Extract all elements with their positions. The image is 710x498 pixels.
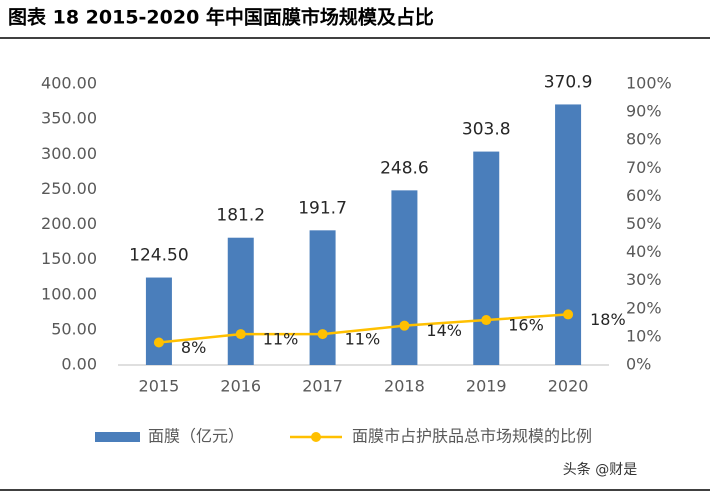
- line-value-label: 8%: [181, 338, 206, 357]
- bar-value-label: 191.7: [298, 198, 347, 218]
- legend-marker: [311, 432, 321, 442]
- line-value-label: 11%: [263, 330, 299, 349]
- x-tick-label: 2019: [466, 377, 507, 396]
- y2-tick-label: 30%: [626, 270, 662, 289]
- line-marker: [481, 315, 492, 326]
- y2-tick-label: 100%: [626, 74, 672, 93]
- y-tick-label: 250.00: [41, 179, 97, 198]
- x-tick-label: 2016: [220, 377, 261, 396]
- line-marker: [563, 309, 574, 320]
- bar-value-label: 370.9: [544, 72, 593, 92]
- bar: [555, 104, 582, 365]
- line-marker: [317, 329, 328, 340]
- legend-label: 面膜市占护肤品总市场规模的比例: [352, 427, 592, 446]
- x-tick-label: 2018: [384, 377, 425, 396]
- legend-label: 面膜（亿元）: [148, 427, 244, 446]
- y2-tick-label: 50%: [626, 214, 662, 233]
- bar-value-label: 248.6: [380, 158, 429, 178]
- y-tick-label: 400.00: [41, 74, 97, 93]
- line: [158, 313, 569, 344]
- y2-tick-label: 60%: [626, 186, 662, 205]
- bar: [309, 230, 336, 365]
- bar-value-label: 303.8: [462, 120, 511, 140]
- y2-tick-label: 0%: [626, 355, 651, 374]
- y-tick-label: 350.00: [41, 109, 97, 128]
- y-tick-label: 100.00: [41, 284, 97, 303]
- y2-tick-label: 10%: [626, 326, 662, 345]
- y-tick-label: 300.00: [41, 144, 97, 163]
- line-marker: [153, 337, 164, 348]
- y-tick-label: 50.00: [51, 319, 97, 338]
- x-tick-label: 2015: [139, 377, 180, 396]
- bar-value-label: 124.50: [129, 246, 188, 266]
- watermark: 头条 @财是: [563, 461, 637, 478]
- y-tick-label: 0.00: [61, 355, 97, 374]
- line-value-label: 16%: [508, 316, 544, 335]
- x-tick-label: 2017: [302, 377, 343, 396]
- legend-swatch: [95, 432, 140, 442]
- line-value-label: 18%: [590, 310, 626, 329]
- chart-title: 图表 18 2015-2020 年中国面膜市场规模及占比: [8, 6, 434, 29]
- y2-tick-label: 20%: [626, 298, 662, 317]
- y-tick-label: 200.00: [41, 214, 97, 233]
- y2-tick-label: 80%: [626, 130, 662, 149]
- y2-tick-label: 40%: [626, 242, 662, 261]
- line-value-label: 14%: [426, 321, 462, 340]
- line-value-label: 11%: [345, 330, 381, 349]
- line-marker: [235, 329, 246, 340]
- y2-tick-label: 70%: [626, 158, 662, 177]
- y2-tick-label: 90%: [626, 102, 662, 121]
- line-marker: [399, 320, 410, 331]
- x-tick-label: 2020: [548, 377, 589, 396]
- bar: [145, 277, 172, 365]
- bar-value-label: 181.2: [216, 206, 265, 226]
- y-tick-label: 150.00: [41, 249, 97, 268]
- bar: [473, 151, 500, 365]
- bar: [227, 237, 254, 365]
- bar: [391, 190, 418, 365]
